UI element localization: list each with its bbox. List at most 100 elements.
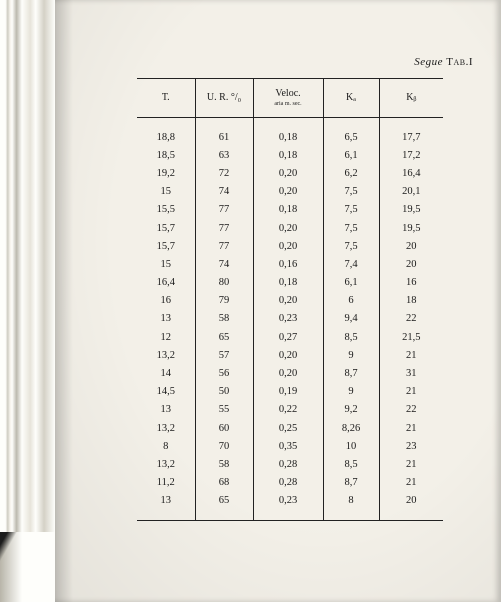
cell-T: 18,5	[137, 146, 195, 164]
cell-UR: 65	[195, 492, 253, 520]
caption-tab: Tab.	[446, 56, 469, 68]
col-header-V: Veloc. aria m. sec.	[253, 79, 323, 118]
table-row: 19,2720,206,216,4	[137, 164, 443, 182]
table-row: 13650,23820	[137, 492, 443, 520]
cell-V: 0,25	[253, 419, 323, 437]
cell-Ka: 8,5	[323, 328, 379, 346]
cell-T: 19,2	[137, 164, 195, 182]
cell-T: 15,7	[137, 219, 195, 237]
cell-Ka: 9	[323, 346, 379, 364]
cell-T: 15	[137, 183, 195, 201]
cell-Ka: 6	[323, 292, 379, 310]
cell-T: 13	[137, 310, 195, 328]
cell-V: 0,22	[253, 401, 323, 419]
col-header-V-sub: aria m. sec.	[255, 101, 322, 108]
cell-Ka: 10	[323, 437, 379, 455]
cell-UR: 72	[195, 164, 253, 182]
cell-T: 14,5	[137, 383, 195, 401]
cell-Kb: 17,2	[379, 146, 443, 164]
cell-UR: 55	[195, 401, 253, 419]
cell-Ka: 6,2	[323, 164, 379, 182]
table-row: 14,5500,19921	[137, 383, 443, 401]
table-row: 8700,351023	[137, 437, 443, 455]
cell-Kb: 20,1	[379, 183, 443, 201]
table-bottom-rule	[137, 520, 443, 521]
cell-T: 16,4	[137, 274, 195, 292]
cell-Kb: 21	[379, 474, 443, 492]
cell-Ka: 7,4	[323, 255, 379, 273]
cell-Ka: 7,5	[323, 237, 379, 255]
cell-V: 0,20	[253, 164, 323, 182]
cell-T: 13,2	[137, 455, 195, 473]
cell-Kb: 31	[379, 364, 443, 382]
cell-T: 13	[137, 401, 195, 419]
col-header-Kb: Kᵦ	[379, 79, 443, 118]
cell-UR: 80	[195, 274, 253, 292]
cell-Ka: 6,5	[323, 118, 379, 147]
cell-V: 0,23	[253, 492, 323, 520]
cell-Kb: 20	[379, 492, 443, 520]
cell-Kb: 21,5	[379, 328, 443, 346]
table-row: 15,7770,207,520	[137, 237, 443, 255]
cell-UR: 65	[195, 328, 253, 346]
cell-V: 0,20	[253, 219, 323, 237]
cell-UR: 77	[195, 219, 253, 237]
book-spine	[0, 0, 55, 602]
cell-UR: 77	[195, 237, 253, 255]
cell-V: 0,28	[253, 474, 323, 492]
cell-V: 0,16	[253, 255, 323, 273]
table-row: 13,2570,20921	[137, 346, 443, 364]
cell-Kb: 16,4	[379, 164, 443, 182]
cell-T: 14	[137, 364, 195, 382]
cell-T: 16	[137, 292, 195, 310]
table-row: 11,2680,288,721	[137, 474, 443, 492]
cell-V: 0,18	[253, 201, 323, 219]
cell-T: 11,2	[137, 474, 195, 492]
table-row: 15,5770,187,519,5	[137, 201, 443, 219]
cell-Kb: 21	[379, 419, 443, 437]
cell-V: 0,28	[253, 455, 323, 473]
cell-Ka: 9,4	[323, 310, 379, 328]
cell-Kb: 21	[379, 383, 443, 401]
cell-V: 0,18	[253, 146, 323, 164]
cell-V: 0,20	[253, 183, 323, 201]
cell-T: 15,5	[137, 201, 195, 219]
cell-Ka: 8	[323, 492, 379, 520]
cell-Kb: 22	[379, 401, 443, 419]
cell-V: 0,23	[253, 310, 323, 328]
cell-Ka: 6,1	[323, 146, 379, 164]
cell-Ka: 7,5	[323, 183, 379, 201]
cell-V: 0,20	[253, 292, 323, 310]
table-row: 15,7770,207,519,5	[137, 219, 443, 237]
caption-num: I	[469, 56, 473, 68]
cell-V: 0,18	[253, 274, 323, 292]
col-header-V-main: Veloc.	[275, 88, 300, 99]
cell-V: 0,20	[253, 364, 323, 382]
cell-UR: 74	[195, 183, 253, 201]
scanned-page: Segue Tab.I T. U. R. °/₀ Veloc. aria m. …	[55, 0, 501, 602]
table-row: 18,5630,186,117,2	[137, 146, 443, 164]
col-header-T: T.	[137, 79, 195, 118]
table-row: 15740,207,520,1	[137, 183, 443, 201]
table-row: 18,8610,186,517,7	[137, 118, 443, 147]
cell-Kb: 22	[379, 310, 443, 328]
table-body: 18,8610,186,517,718,5630,186,117,219,272…	[137, 118, 443, 520]
cell-T: 8	[137, 437, 195, 455]
cell-T: 13,2	[137, 419, 195, 437]
table-row: 13,2580,288,521	[137, 455, 443, 473]
cell-Ka: 7,5	[323, 201, 379, 219]
cell-UR: 77	[195, 201, 253, 219]
cell-V: 0,20	[253, 237, 323, 255]
cell-UR: 63	[195, 146, 253, 164]
cell-Kb: 19,5	[379, 201, 443, 219]
cell-UR: 58	[195, 455, 253, 473]
header-row: T. U. R. °/₀ Veloc. aria m. sec. Kₐ Kᵦ	[137, 79, 443, 118]
cell-Kb: 20	[379, 255, 443, 273]
cell-T: 13	[137, 492, 195, 520]
cell-V: 0,19	[253, 383, 323, 401]
cell-Ka: 9	[323, 383, 379, 401]
data-table: T. U. R. °/₀ Veloc. aria m. sec. Kₐ Kᵦ 1…	[137, 78, 443, 520]
cell-T: 12	[137, 328, 195, 346]
table-row: 13580,239,422	[137, 310, 443, 328]
cell-Kb: 23	[379, 437, 443, 455]
